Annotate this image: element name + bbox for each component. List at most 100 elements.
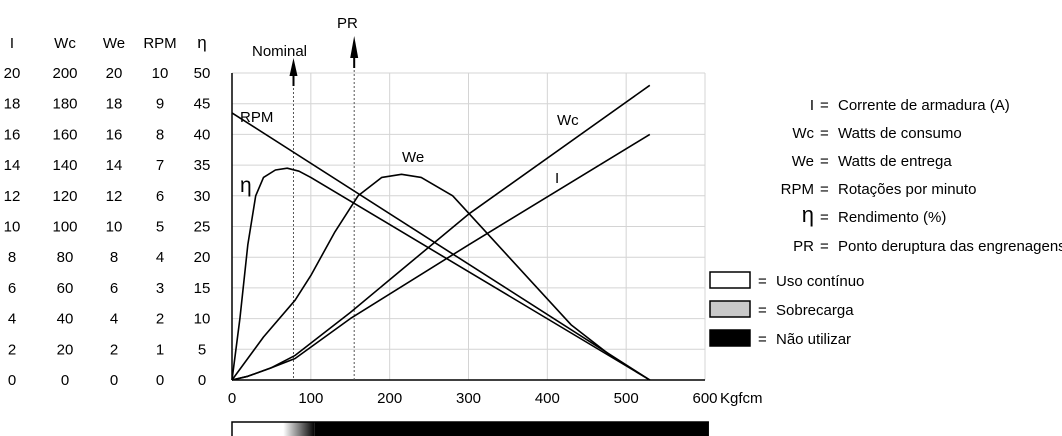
x-axis-unit: Kgfcm <box>720 390 763 407</box>
scale-tick-label: 140 <box>52 157 77 174</box>
x-tick-label: 300 <box>456 390 481 407</box>
scale-tick-label: 0 <box>198 372 206 389</box>
marker-arrow <box>289 58 298 76</box>
x-tick-label: 100 <box>298 390 323 407</box>
scale-tick-label: 9 <box>156 96 164 113</box>
scale-tick-label: 6 <box>156 188 164 205</box>
scale-tick-label: 8 <box>156 126 164 143</box>
legend-swatch <box>709 300 751 318</box>
scale-tick-label: 20 <box>4 65 21 82</box>
scale-tick-label: 10 <box>106 219 123 236</box>
scale-tick-label: 16 <box>106 126 123 143</box>
x-tick-label: 200 <box>377 390 402 407</box>
legend-equals: = <box>820 97 829 114</box>
legend-definition: Watts de consumo <box>838 125 962 142</box>
scale-tick-label: 3 <box>156 280 164 297</box>
scale-tick-label: 60 <box>57 280 74 297</box>
scale-tick-label: 6 <box>8 280 16 297</box>
legend-definition: Ponto deruptura das engrenagens <box>838 238 1062 255</box>
scale-tick-label: 0 <box>110 372 118 389</box>
scale-tick-label: 5 <box>156 219 164 236</box>
legend-definition: Corrente de armadura (A) <box>838 97 1010 114</box>
scale-tick-label: 18 <box>4 96 21 113</box>
legend: I = Corrente de armadura (A) Wc = Watts de co… <box>709 97 1062 348</box>
scale-tick-label: 0 <box>8 372 16 389</box>
marker-label: PR <box>337 15 358 32</box>
scale-tick-label: 120 <box>52 188 77 205</box>
scale-tick-label: 20 <box>57 341 74 358</box>
marker-label: Nominal <box>252 43 307 60</box>
scale-tick-label: 20 <box>106 65 123 82</box>
scale-tick-label: 30 <box>194 188 211 205</box>
scale-tick-label: 100 <box>52 219 77 236</box>
scale-tick-label: 10 <box>152 65 169 82</box>
scale-tick-label: 0 <box>156 372 164 389</box>
scale-tick-label: 2 <box>156 311 164 328</box>
scale-tick-label: 4 <box>156 249 164 266</box>
series-line-I <box>231 133 651 381</box>
scale-tick-label: 18 <box>106 96 123 113</box>
scale-tick-label: 7 <box>156 157 164 174</box>
scale-tick-label: 2 <box>8 341 16 358</box>
scale-header: RPM <box>143 35 176 52</box>
scale-tick-label: 4 <box>8 311 16 328</box>
series-lines: RPM Wc I We η <box>231 84 651 381</box>
legend-key: PR <box>793 238 814 255</box>
scale-tick-label: 8 <box>110 249 118 266</box>
series-line-RPM <box>231 112 651 381</box>
usage-continuous-segment <box>232 422 284 436</box>
scale-tick-label: 40 <box>57 311 74 328</box>
legend-definition: Rotações por minuto <box>838 181 976 198</box>
scale-tick-label: 40 <box>194 126 211 143</box>
scale-tick-label: 25 <box>194 219 211 236</box>
legend-definition: Rendimento (%) <box>838 209 946 226</box>
series-label-Wc: Wc <box>557 112 579 129</box>
legend-swatch <box>709 271 751 289</box>
legend-swatch <box>709 329 751 347</box>
series-label-We: We <box>402 149 424 166</box>
scale-tick-label: 0 <box>61 372 69 389</box>
legend-swatch-label: Uso contínuo <box>776 273 864 290</box>
scale-tick-label: 8 <box>8 249 16 266</box>
legend-key: RPM <box>781 181 814 198</box>
scale-tick-label: 2 <box>110 341 118 358</box>
scale-tick-label: 45 <box>194 96 211 113</box>
scale-tick-label: 35 <box>194 157 211 174</box>
usage-bar-border <box>231 421 709 436</box>
legend-equals: = <box>758 331 767 348</box>
legend-key: We <box>792 153 814 170</box>
left-scales: I20181614121086420Wc20018016014012010080… <box>4 33 211 389</box>
x-tick-label: 600 <box>692 390 717 407</box>
scale-tick-label: 4 <box>110 311 118 328</box>
markers: Nominal PR <box>252 15 359 380</box>
scale-tick-label: 50 <box>194 65 211 82</box>
series-label-RPM: RPM <box>240 109 273 126</box>
scale-tick-label: 12 <box>4 188 21 205</box>
legend-swatch-label: Sobrecarga <box>776 302 854 319</box>
series-label-η: η <box>240 174 252 197</box>
scale-tick-label: 5 <box>198 341 206 358</box>
series-line-η <box>231 167 651 381</box>
scale-tick-label: 6 <box>110 280 118 297</box>
series-label-I: I <box>555 170 559 187</box>
scale-header: We <box>103 35 125 52</box>
legend-equals: = <box>758 273 767 290</box>
scale-tick-label: 14 <box>106 157 123 174</box>
legend-key: I <box>810 97 814 114</box>
scale-header: η <box>197 33 206 52</box>
scale-tick-label: 20 <box>194 249 211 266</box>
scale-tick-label: 12 <box>106 188 123 205</box>
scale-tick-label: 14 <box>4 157 21 174</box>
series-line-Wc <box>231 84 651 381</box>
scale-tick-label: 200 <box>52 65 77 82</box>
legend-key: η <box>802 202 814 227</box>
grid-lines <box>231 72 706 381</box>
legend-equals: = <box>820 125 829 142</box>
legend-equals: = <box>758 302 767 319</box>
marker-arrow <box>350 36 359 58</box>
usage-no-use-segment <box>314 422 709 436</box>
x-tick-label: 500 <box>614 390 639 407</box>
legend-swatch-label: Não utilizar <box>776 331 851 348</box>
scale-header: Wc <box>54 35 76 52</box>
